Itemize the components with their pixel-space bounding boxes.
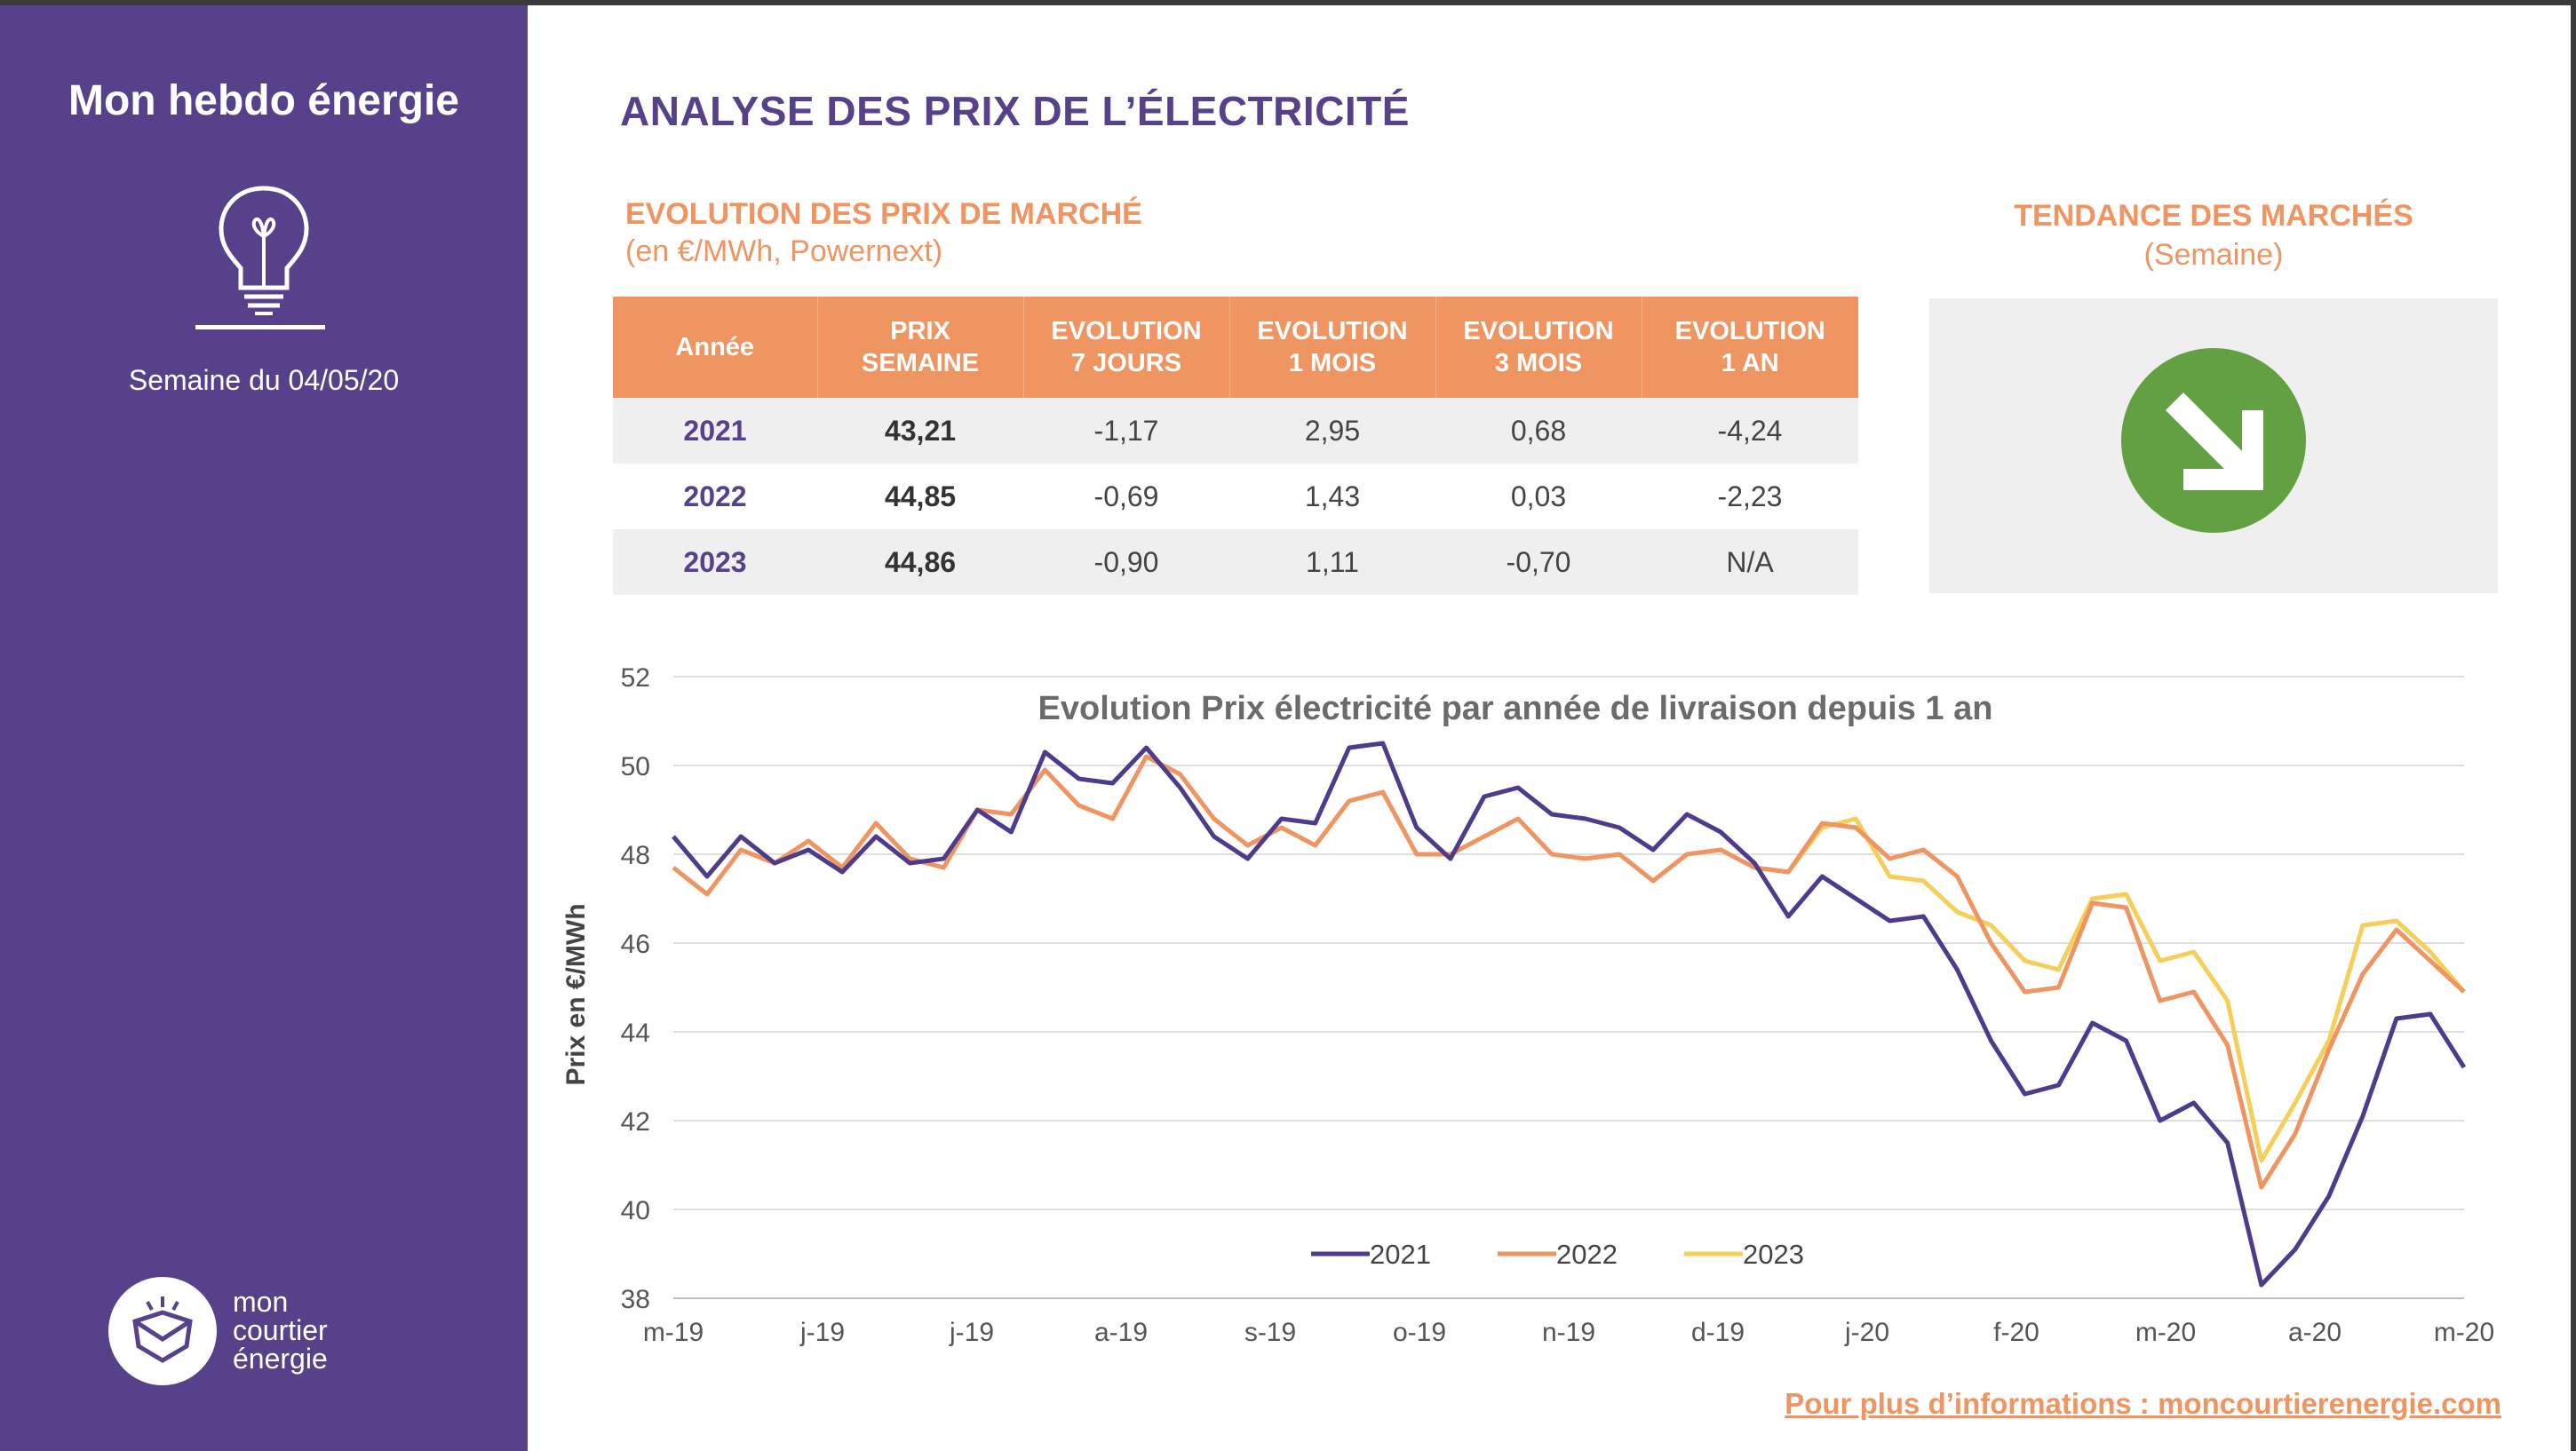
legend-label-2022: 2022 <box>1556 1239 1618 1270</box>
y-tick-label: 52 <box>621 663 650 693</box>
table-row: 2022 44,85 -0,69 1,43 0,03 -2,23 <box>613 464 1858 529</box>
trend-subtitle: (Semaine) <box>2143 238 2284 272</box>
table-cell-year: 2021 <box>613 398 817 464</box>
legend-label-2021: 2021 <box>1370 1239 1431 1270</box>
page-title: ANALYSE DES PRIX DE L’ÉLECTRICITÉ <box>620 88 1410 134</box>
table-cell-price: 44,86 <box>817 529 1023 595</box>
x-tick-label: j-20 <box>1844 1318 1889 1347</box>
logo-mark-icon <box>108 1277 217 1385</box>
y-tick-label: 48 <box>621 841 650 870</box>
logo-line: mon <box>233 1286 289 1318</box>
y-tick-label: 38 <box>621 1285 650 1314</box>
column-header: EVOLUTION 3 MOIS <box>1435 297 1642 398</box>
window-frame-right <box>2571 0 2576 1451</box>
logo-text: mon courtier énergie <box>233 1288 328 1373</box>
logo-line: énergie <box>233 1343 328 1375</box>
x-tick-label: a-19 <box>1094 1318 1148 1347</box>
x-tick-label: m-20 <box>2135 1318 2196 1347</box>
week-label: Semaine du 04/05/20 <box>128 364 400 396</box>
table-header-row: Année PRIX SEMAINE EVOLUTION 7 JOURS EVOLU… <box>613 297 1858 398</box>
x-tick-label: j-19 <box>949 1318 994 1347</box>
column-header: PRIX SEMAINE <box>817 297 1024 398</box>
brand-title: Mon hebdo énergie <box>68 77 459 124</box>
section-title: EVOLUTION DES PRIX DE MARCHÉ <box>625 197 1142 231</box>
section-subtitle: (en €/MWh, Powernext) <box>625 234 943 268</box>
series-line-2022 <box>672 754 2466 1190</box>
table-cell: 0,03 <box>1510 480 1567 512</box>
x-tick-label: d-19 <box>1691 1318 1745 1347</box>
table-cell: -0,90 <box>1023 529 1229 595</box>
x-tick-label: s-19 <box>1244 1318 1296 1347</box>
column-header: EVOLUTION 7 JOURS <box>1023 297 1230 398</box>
x-tick-label: m-19 <box>643 1318 704 1347</box>
trend-title: TENDANCE DES MARCHÉS <box>2014 199 2413 233</box>
table-cell: -0,70 <box>1435 529 1642 595</box>
column-header: EVOLUTION 1 AN <box>1642 297 1858 398</box>
arrow-down-right-icon <box>2121 348 2306 533</box>
x-tick-label: n-19 <box>1542 1318 1595 1347</box>
y-tick-label: 46 <box>621 930 650 959</box>
table-cell: N/A <box>1642 529 1858 595</box>
price-line-chart: 38 40 42 44 46 48 50 52 m-19 j-19 j-19 a-19 s-19 o-1… <box>561 663 2494 1347</box>
table-cell: -4,24 <box>1642 398 1858 464</box>
table-cell-year: 2022 <box>683 480 747 512</box>
table-cell: 0,68 <box>1435 398 1642 464</box>
table-cell: 1,43 <box>1304 480 1361 512</box>
table-row: 2023 44,86 -0,90 1,11 -0,70 N/A <box>613 529 1858 595</box>
x-tick-label: o-19 <box>1393 1318 1446 1347</box>
series-line-2023 <box>1753 816 2466 1163</box>
window-frame-top <box>0 0 2576 5</box>
table-row: 2021 43,21 -1,17 2,95 0,68 -4,24 <box>613 398 1858 464</box>
trend-box <box>1929 298 2498 593</box>
chart-title: Evolution Prix électricité par année de … <box>1038 690 1993 727</box>
table-cell-price: 44,85 <box>884 480 957 512</box>
table-cell: 1,11 <box>1229 529 1435 595</box>
x-tick-label: f-20 <box>1993 1318 2039 1347</box>
table-cell-price: 43,21 <box>817 398 1023 464</box>
x-tick-label: m-20 <box>2434 1318 2494 1347</box>
column-header: Année <box>613 297 818 398</box>
table-cell: -1,17 <box>1023 398 1229 464</box>
table-cell: -0,69 <box>1093 480 1159 512</box>
table-cell-year: 2023 <box>613 529 817 595</box>
x-tick-label: j-19 <box>799 1318 845 1347</box>
logo-line: courtier <box>233 1314 328 1346</box>
y-tick-label: 44 <box>621 1019 650 1048</box>
series-line-2021 <box>672 741 2467 1288</box>
legend-label-2023: 2023 <box>1743 1239 1804 1270</box>
y-tick-label: 50 <box>621 752 650 781</box>
x-tick-label: a-20 <box>2288 1318 2341 1347</box>
column-header: EVOLUTION 1 MOIS <box>1229 297 1436 398</box>
table-cell: -2,23 <box>1717 480 1783 512</box>
table-cell: 2,95 <box>1229 398 1435 464</box>
lightbulb-icon <box>219 186 309 315</box>
y-axis-label: Prix en €/MWh <box>561 903 591 1085</box>
y-tick-label: 42 <box>621 1107 650 1137</box>
y-tick-label: 40 <box>621 1196 650 1225</box>
website-link[interactable]: Pour plus d’informations : moncourtieren… <box>1785 1387 2501 1420</box>
price-table: Année PRIX SEMAINE EVOLUTION 7 JOURS EVOLU… <box>613 297 1858 595</box>
divider <box>195 325 325 329</box>
sidebar: Mon hebdo énergie Semaine du 04/05/20 mo… <box>0 5 528 1451</box>
